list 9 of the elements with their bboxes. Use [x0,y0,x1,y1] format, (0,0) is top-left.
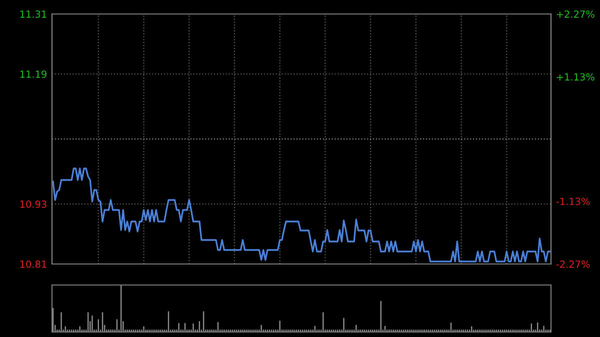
y-tick-label: 10.81 [20,260,46,268]
y-tick-label: 10.93 [20,200,46,208]
y-tick-label: 11.31 [20,10,46,18]
y2-tick-label: +1.13% [556,73,594,81]
line-series [52,168,551,262]
y2-tick-label: -2.27% [556,260,590,268]
y2-tick-label: +2.27% [556,10,594,18]
y-tick-label: 11.19 [20,70,46,78]
y2-tick-label: -1.13% [556,198,590,206]
